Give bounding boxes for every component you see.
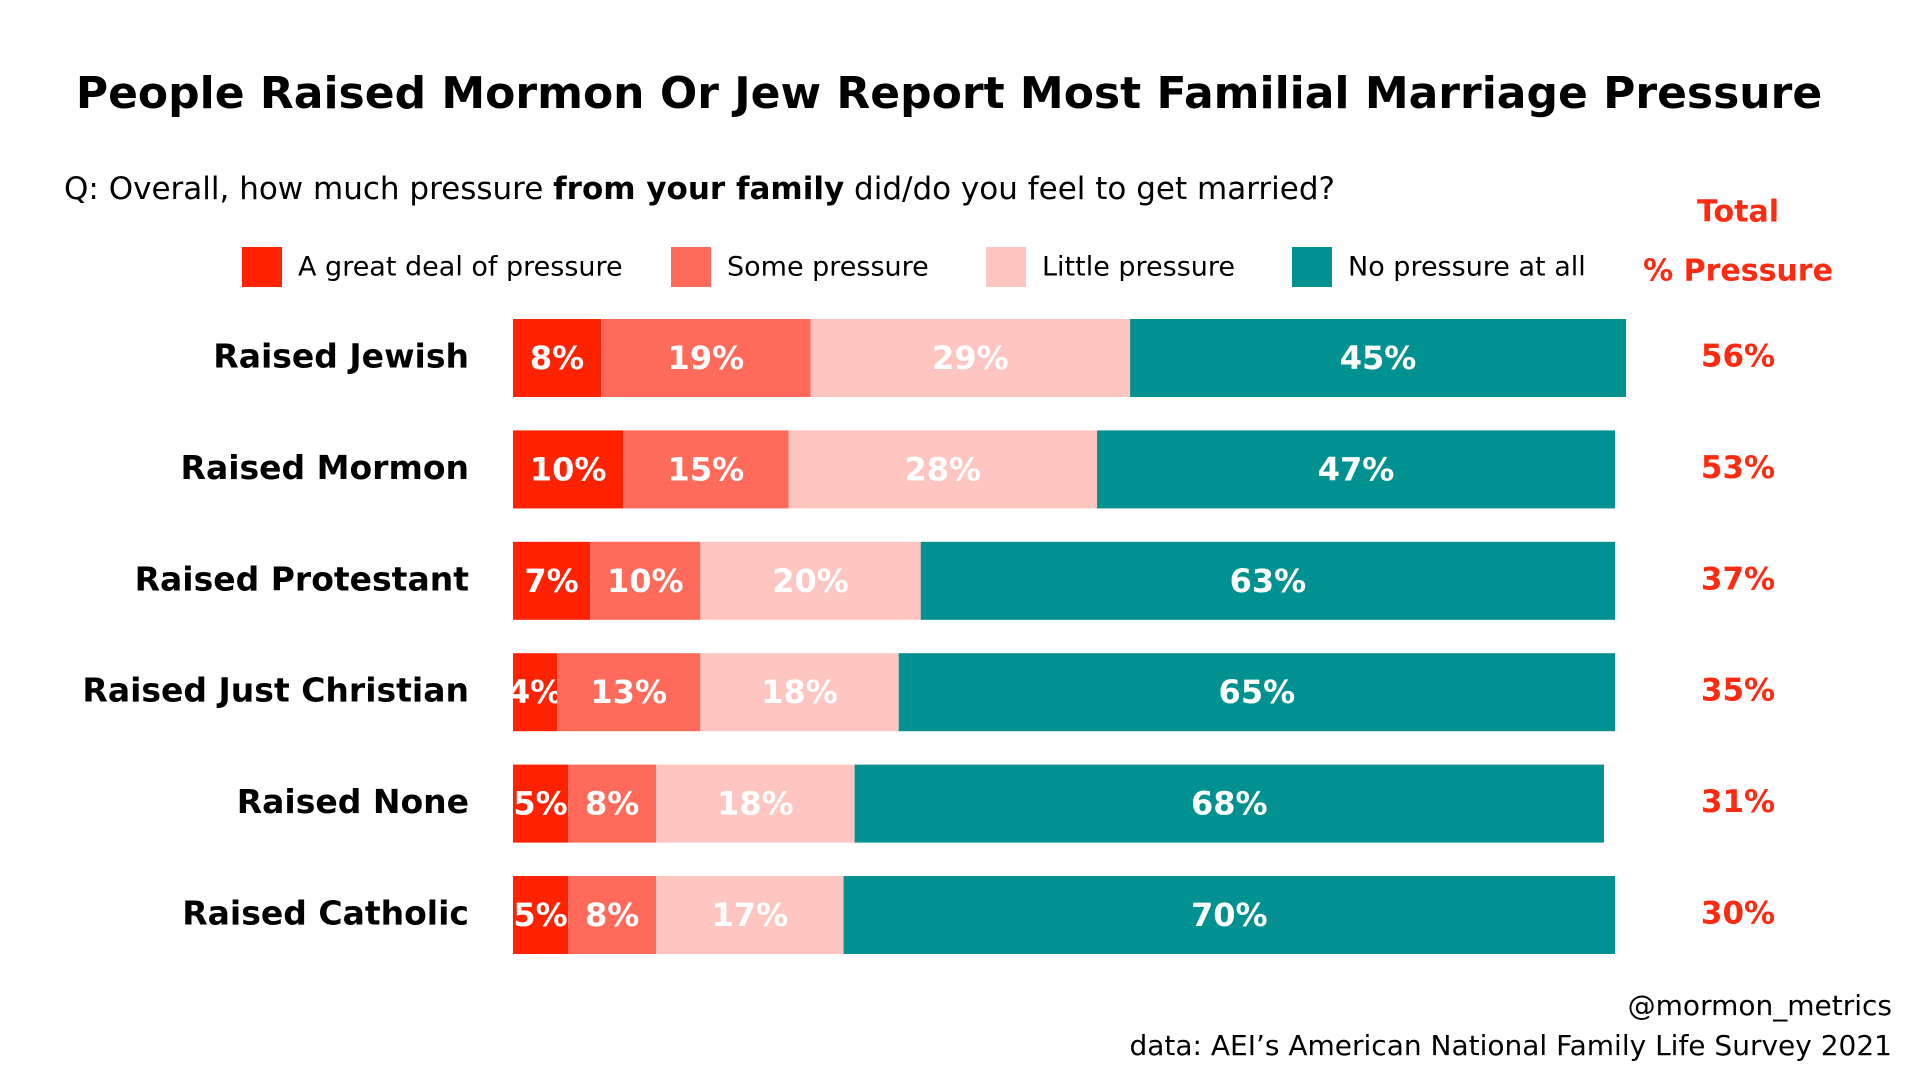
data-label: 45%: [1340, 339, 1417, 377]
data-label: 17%: [712, 896, 789, 934]
total-label: 37%: [1701, 561, 1775, 597]
data-label: 28%: [904, 450, 981, 488]
data-label: 5%: [513, 785, 567, 823]
total-label: 56%: [1701, 339, 1775, 375]
legend-label: A great deal of pressure: [298, 252, 623, 283]
bar-segment: [920, 541, 1615, 620]
subtitle: Q: Overall, how much pressure from your …: [64, 171, 1335, 207]
legend-label: No pressure at all: [1348, 252, 1586, 283]
category-label: Raised Protestant: [135, 559, 470, 598]
total-label: 35%: [1701, 673, 1775, 709]
data-label: 68%: [1191, 785, 1268, 823]
bar-segment: [656, 876, 844, 954]
bar-segment: [513, 319, 602, 397]
bar-segment: [513, 764, 569, 843]
bar-segment: [513, 653, 558, 732]
chart-title: People Raised Mormon Or Jew Report Most …: [76, 68, 1822, 119]
bar-segment: [557, 653, 701, 732]
subtitle-part: from your family: [553, 171, 844, 207]
data-label: 70%: [1191, 896, 1268, 934]
data-label: 5%: [513, 896, 567, 934]
bar-segment: [513, 430, 624, 509]
legend-swatch: [671, 247, 711, 287]
bar-segment: [513, 541, 591, 620]
data-label: 15%: [668, 450, 745, 488]
bar-segment: [623, 430, 789, 509]
totals-header: % Pressure: [1643, 254, 1833, 289]
subtitle-part: did/do you feel to get married?: [844, 171, 1335, 207]
totals-header: Total: [1697, 195, 1779, 230]
bar-segment: [568, 764, 657, 843]
total-label: 53%: [1701, 450, 1775, 486]
total-label: 31%: [1701, 784, 1775, 820]
bar-segment: [656, 764, 855, 843]
data-label: 63%: [1230, 562, 1307, 600]
bar-segment: [590, 541, 701, 620]
category-label: Raised Just Christian: [82, 671, 469, 710]
total-label: 30%: [1701, 896, 1775, 932]
data-label: 10%: [530, 450, 607, 488]
data-label: 65%: [1219, 673, 1296, 711]
data-label: 18%: [761, 673, 838, 711]
legend-label: Little pressure: [1042, 252, 1235, 283]
category-label: Raised Jewish: [213, 337, 469, 376]
subtitle-part: Q: Overall, how much pressure: [64, 171, 553, 207]
legend-swatch: [986, 247, 1026, 287]
legend-label: Some pressure: [727, 252, 929, 283]
data-label: 47%: [1318, 450, 1395, 488]
data-label: 4%: [508, 673, 562, 711]
bar-segment: [513, 876, 569, 954]
credit: @mormon_metrics: [1628, 989, 1892, 1022]
data-label: 8%: [585, 896, 639, 934]
credit: data: AEI’s American National Family Lif…: [1129, 1029, 1892, 1062]
bar-segment: [810, 319, 1131, 397]
data-label: 8%: [585, 785, 639, 823]
bar-segment: [601, 319, 811, 397]
category-label: Raised None: [237, 782, 469, 821]
bar-segment: [1130, 319, 1627, 397]
bar-segment: [700, 541, 921, 620]
data-label: 19%: [668, 339, 745, 377]
bar-segment: [568, 876, 657, 954]
data-label: 18%: [717, 785, 794, 823]
bar-segment: [1097, 430, 1615, 509]
data-label: 7%: [524, 562, 578, 600]
category-label: Raised Mormon: [181, 448, 469, 487]
data-label: 13%: [590, 673, 667, 711]
category-label: Raised Catholic: [182, 894, 469, 933]
data-label: 20%: [772, 562, 849, 600]
data-label: 10%: [607, 562, 684, 600]
bar-segment: [843, 876, 1615, 954]
data-label: 29%: [932, 339, 1009, 377]
legend-swatch: [1292, 247, 1332, 287]
bar-segment: [898, 653, 1615, 732]
bar-segment: [854, 764, 1604, 843]
legend-swatch: [242, 247, 282, 287]
bar-segment: [700, 653, 899, 732]
bar-segment: [788, 430, 1098, 509]
data-label: 8%: [530, 339, 584, 377]
